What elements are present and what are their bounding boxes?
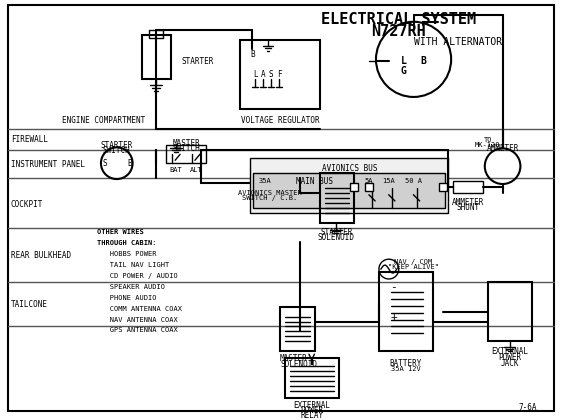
- Text: SWITCH: SWITCH: [103, 146, 130, 155]
- Text: "KEEP ALIVE": "KEEP ALIVE": [388, 264, 439, 270]
- Text: SWITCH: SWITCH: [172, 144, 200, 153]
- Bar: [320, 173, 354, 223]
- Bar: [453, 181, 483, 193]
- Text: B: B: [250, 50, 255, 59]
- Text: POWER: POWER: [498, 353, 521, 362]
- Text: OTHER WIRES: OTHER WIRES: [97, 229, 144, 236]
- Text: STARTER: STARTER: [181, 57, 214, 66]
- Text: TO: TO: [483, 137, 492, 144]
- Text: 5A: 5A: [365, 178, 373, 184]
- Text: ALT: ALT: [189, 167, 202, 173]
- Text: WITH ALTERNATOR: WITH ALTERNATOR: [414, 37, 502, 47]
- Text: +: +: [391, 312, 397, 322]
- Text: COCKPIT: COCKPIT: [11, 200, 43, 209]
- Text: BATTERY: BATTERY: [389, 359, 422, 368]
- Bar: [365, 183, 373, 191]
- Text: 35A 12V: 35A 12V: [391, 366, 420, 372]
- Text: S: S: [103, 159, 107, 168]
- Text: MASTER: MASTER: [172, 139, 200, 148]
- Bar: [250, 158, 448, 213]
- Text: JACK: JACK: [500, 359, 519, 368]
- Bar: [280, 307, 315, 351]
- Text: TAIL NAV LIGHT: TAIL NAV LIGHT: [97, 262, 169, 268]
- Text: N727RH: N727RH: [371, 24, 426, 39]
- Text: 15A: 15A: [383, 178, 395, 184]
- Text: TAILCONE: TAILCONE: [11, 300, 48, 309]
- Bar: [241, 39, 320, 109]
- Text: NAV / COM: NAV / COM: [395, 259, 433, 265]
- Bar: [285, 358, 339, 398]
- Bar: [166, 145, 206, 163]
- Text: S: S: [269, 70, 274, 79]
- Text: 50 A: 50 A: [405, 178, 422, 184]
- Text: B: B: [420, 56, 427, 66]
- Text: THROUGH CABIN:: THROUGH CABIN:: [97, 240, 156, 247]
- Text: ELECTRICAL SYSTEM: ELECTRICAL SYSTEM: [321, 12, 476, 27]
- Text: STARTER: STARTER: [101, 141, 133, 150]
- Text: SWITCH / C.B.: SWITCH / C.B.: [242, 195, 298, 201]
- Text: NAV ANTENNA COAX: NAV ANTENNA COAX: [97, 317, 178, 323]
- Text: MK-120: MK-120: [475, 142, 501, 148]
- Text: SHUNT: SHUNT: [456, 203, 479, 212]
- Text: B: B: [128, 159, 132, 168]
- Text: EXTERNAL: EXTERNAL: [293, 401, 330, 410]
- Bar: [149, 30, 164, 38]
- Text: ENGINE COMPARTMENT: ENGINE COMPARTMENT: [62, 116, 146, 125]
- Text: MASTER: MASTER: [280, 354, 308, 362]
- Text: FIREWALL: FIREWALL: [11, 135, 48, 144]
- Text: AVIONICS BUS: AVIONICS BUS: [321, 164, 377, 173]
- Text: 7-6A: 7-6A: [519, 403, 537, 412]
- Text: SOLENOID: SOLENOID: [280, 360, 317, 369]
- Text: MAIN BUS: MAIN BUS: [296, 176, 333, 186]
- Bar: [488, 282, 532, 341]
- Text: AMMETER: AMMETER: [487, 144, 519, 153]
- Text: -: -: [391, 282, 397, 292]
- Text: AMMETER: AMMETER: [452, 198, 484, 207]
- Text: L: L: [253, 70, 257, 79]
- Bar: [142, 34, 171, 79]
- Text: CD POWER / AUDIO: CD POWER / AUDIO: [97, 273, 178, 279]
- Text: BAT: BAT: [170, 167, 183, 173]
- Text: SPEAKER AUDIO: SPEAKER AUDIO: [97, 284, 165, 290]
- Text: AVIONICS MASTER: AVIONICS MASTER: [238, 190, 302, 196]
- Text: A: A: [261, 70, 265, 79]
- Text: 35A: 35A: [259, 178, 271, 184]
- Text: GPS ANTENNA COAX: GPS ANTENNA COAX: [97, 328, 178, 333]
- Bar: [439, 183, 447, 191]
- Bar: [350, 183, 358, 191]
- Text: SOLENOID: SOLENOID: [318, 233, 355, 242]
- Text: L: L: [401, 56, 407, 66]
- Text: REAR BULKHEAD: REAR BULKHEAD: [11, 251, 71, 260]
- Text: COMM ANTENNA COAX: COMM ANTENNA COAX: [97, 306, 182, 312]
- Text: INSTRUMENT PANEL: INSTRUMENT PANEL: [11, 160, 85, 169]
- Text: G: G: [401, 66, 407, 76]
- Text: F: F: [277, 70, 282, 79]
- Bar: [379, 272, 433, 351]
- Text: RELAY: RELAY: [300, 411, 323, 420]
- Text: EXTERNAL: EXTERNAL: [491, 346, 528, 356]
- Text: HOBBS POWER: HOBBS POWER: [97, 251, 156, 257]
- Text: STARTER: STARTER: [320, 228, 352, 237]
- Text: VOLTAGE REGULATOR: VOLTAGE REGULATOR: [241, 116, 319, 125]
- Text: POWER: POWER: [300, 406, 323, 415]
- Bar: [253, 173, 445, 208]
- Text: PHONE AUDIO: PHONE AUDIO: [97, 295, 156, 301]
